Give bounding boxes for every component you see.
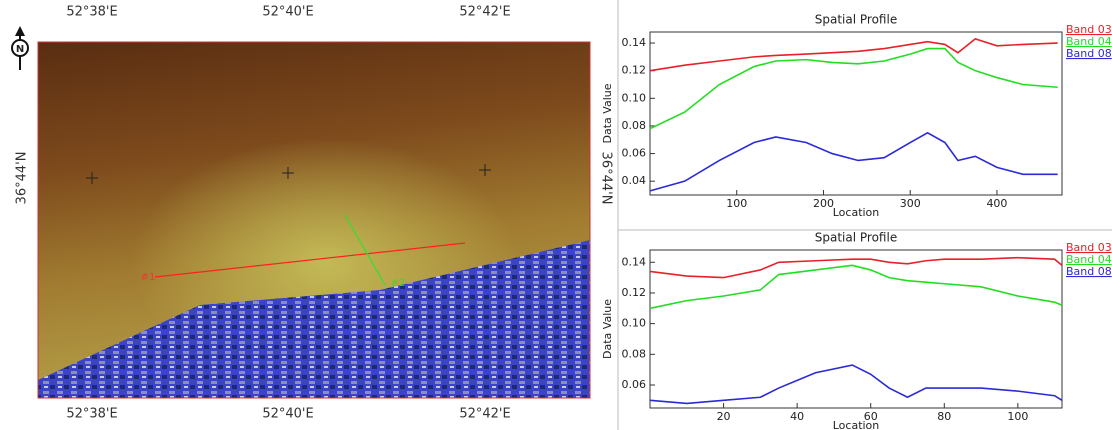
series-line [649, 256, 1063, 279]
map: #1 #2 52°38'E 52°40'E 52°42'E 52°38'E 52… [11, 5, 614, 422]
y-tick-label: 0.06 [622, 378, 647, 391]
y-tick-label: 0.10 [622, 317, 647, 330]
lon-label: 52°42'E [459, 5, 510, 20]
x-tick-label: 20 [717, 410, 731, 423]
y-tick-label: 0.10 [622, 91, 647, 104]
lon-label: 52°38'E [66, 5, 117, 20]
y-tick-label: 0.04 [622, 174, 647, 187]
lon-label: 52°40'E [262, 407, 313, 422]
x-tick-label: 300 [900, 197, 921, 210]
x-tick-label: 200 [813, 197, 834, 210]
transect-1 [154, 242, 466, 278]
charts: Spatial Profile Location Data Value 100 200 3… [601, 13, 1112, 430]
legend-label: Band 04 [1066, 35, 1112, 48]
x-tick-label: 60 [864, 410, 878, 423]
transect-label: #1 [141, 272, 156, 283]
series-line [649, 131, 1058, 192]
x-tick-label: 80 [937, 410, 951, 423]
legend-label: Band 03 [1066, 23, 1112, 36]
y-tick-label: 0.06 [622, 147, 647, 160]
legend-label: Band 03 [1066, 241, 1112, 254]
lat-label: 36°44'N [15, 152, 30, 205]
x-tick-label: 100 [1007, 410, 1028, 423]
series-line [649, 264, 1063, 310]
transect-label: #2 [391, 278, 406, 289]
lon-label: 52°38'E [66, 407, 117, 422]
lat-label: 36°44'N [599, 152, 614, 205]
transect-2 [344, 214, 386, 286]
x-tick-label: 100 [726, 197, 747, 210]
y-tick-label: 0.08 [622, 347, 647, 360]
x-tick-label: 40 [790, 410, 804, 423]
plot-frame [649, 249, 1063, 409]
y-axis-label: Data Value [601, 299, 614, 359]
y-tick-label: 0.08 [622, 119, 647, 132]
x-axis-label: Location [833, 419, 880, 430]
lon-label: 52°42'E [459, 407, 510, 422]
y-tick-label: 0.14 [622, 255, 647, 268]
map-border [37, 41, 591, 399]
map-land [38, 240, 590, 398]
series-line [649, 38, 1058, 72]
chart-title: Spatial Profile [815, 13, 897, 27]
legend-label: Band 08 [1066, 265, 1112, 278]
y-axis-label: Data Value [601, 83, 614, 143]
north-label: N [16, 44, 24, 55]
series-line [649, 47, 1058, 130]
crosshairs [86, 164, 491, 184]
y-tick-label: 0.12 [622, 286, 647, 299]
chart-title: Spatial Profile [815, 231, 897, 245]
x-axis-label: Location [833, 206, 880, 219]
legend-label: Band 08 [1066, 47, 1112, 60]
y-tick-label: 0.12 [622, 64, 647, 77]
legend-label: Band 04 [1066, 253, 1112, 266]
lon-label: 52°40'E [262, 5, 313, 20]
series-line [649, 364, 1063, 405]
y-tick-label: 0.14 [622, 36, 647, 49]
x-tick-label: 400 [986, 197, 1007, 210]
north-arrow: N [11, 26, 29, 70]
plot-frame [649, 31, 1063, 196]
